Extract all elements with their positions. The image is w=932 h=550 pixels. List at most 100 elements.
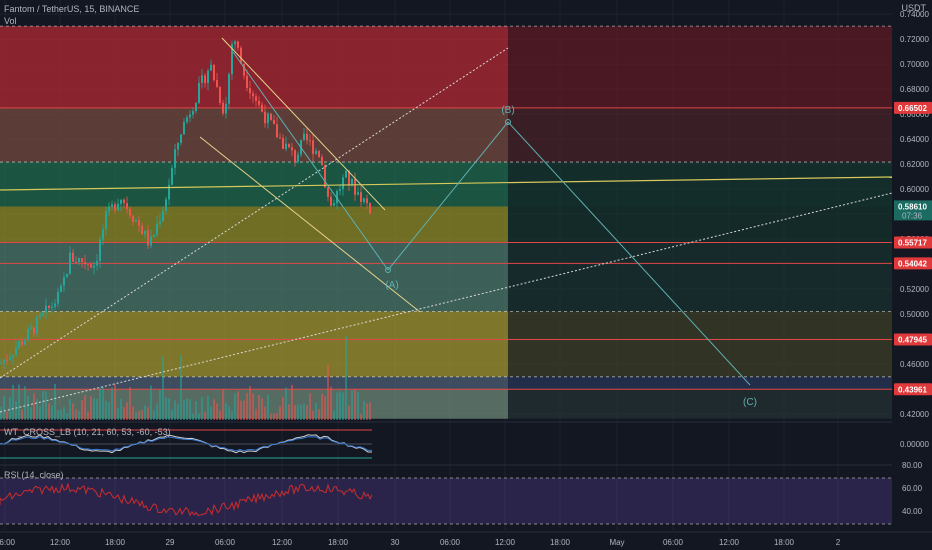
volume-bar [42, 391, 44, 420]
time-axis[interactable]: 06:00 12:00 18:00 29 06:00 12:00 18:00 30 06:00 1… [0, 531, 932, 550]
price-tick-7: 0.60000 [900, 185, 929, 194]
wt-line-1 [0, 434, 373, 454]
volume-bar [105, 400, 107, 420]
candle-body [285, 143, 287, 149]
rsi-axis-tick-2: 40.00 [902, 507, 923, 516]
candle-body [189, 114, 191, 118]
price-tick-2: 0.70000 [900, 60, 929, 69]
candle-body [21, 341, 23, 345]
candle-body [156, 223, 158, 235]
candle-body [201, 75, 203, 83]
volume-bar [279, 406, 281, 420]
level-tag-bg-3 [894, 333, 932, 346]
drawings[interactable] [0, 37, 893, 413]
candle-body [75, 261, 77, 263]
volume-bars [0, 335, 371, 420]
candle-body [318, 150, 320, 157]
candle-body [249, 88, 251, 94]
candle-body [102, 229, 104, 240]
volume-bar [204, 412, 206, 420]
candle-body [144, 230, 146, 235]
zone-right-8 [508, 376, 892, 390]
volume-bar [150, 385, 152, 420]
fib-zones [0, 25, 892, 419]
volume-bar [6, 411, 8, 420]
price-tick-16: 0.42000 [900, 410, 929, 419]
price-axis[interactable]: 0.74000 0.72000 0.70000 0.68000 0.66000 0.640… [892, 0, 932, 530]
volume-bar [315, 403, 317, 420]
candle-body [177, 142, 179, 150]
rsi-panel [0, 464, 892, 525]
volume-bar [318, 408, 320, 420]
candle-body [87, 263, 89, 265]
volume-bar [366, 403, 368, 420]
candles [0, 39, 371, 370]
candle-body [129, 209, 131, 216]
volume-bar [294, 405, 296, 420]
level-tag-0: 0.66502 [898, 104, 927, 113]
candle-body [261, 104, 263, 112]
candle-body [105, 211, 107, 230]
candle-body [6, 359, 8, 361]
volume-bar [66, 413, 68, 420]
volume-bar [255, 408, 257, 420]
volume-bar [357, 392, 359, 420]
candle-body [297, 154, 299, 162]
candle-body [69, 252, 71, 274]
volume-bar [321, 393, 323, 420]
last-price-countdown: 07:36 [902, 211, 923, 220]
candle-body [162, 210, 164, 222]
time-tick-2: 18:00 [105, 538, 126, 547]
zone-left-5 [0, 263, 508, 312]
time-tick-11: May [609, 538, 624, 547]
candle-body [165, 199, 167, 211]
volume-bar [108, 402, 110, 420]
wave-c-leg [507, 121, 751, 386]
candle-body [180, 134, 182, 143]
volume-bar [84, 394, 86, 420]
candle-body [63, 277, 65, 286]
zone-left-8 [0, 376, 508, 390]
candle-body [168, 184, 170, 200]
time-tick-0: 06:00 [0, 538, 16, 547]
candle-body [255, 96, 257, 101]
candle-body [336, 190, 338, 204]
volume-bar [285, 387, 287, 420]
volume-bar [57, 410, 59, 420]
candle-body [120, 199, 122, 204]
wave-a-leg [232, 51, 389, 271]
volume-bar [159, 390, 161, 420]
volume-bar [345, 335, 347, 420]
trend-dotted-2 [0, 192, 893, 413]
time-tick-1: 12:00 [50, 538, 71, 547]
rsi-axis-tick-1: 60.00 [902, 484, 923, 493]
volume-bar [78, 410, 80, 420]
volume-bar [192, 413, 194, 420]
volume-bar [27, 395, 29, 420]
volume-bar [132, 406, 134, 420]
candle-body [303, 133, 305, 140]
candle-body [51, 306, 53, 309]
candle-body [72, 252, 74, 262]
volume-bar [24, 386, 26, 420]
candle-body [276, 124, 278, 138]
candle-body [219, 87, 221, 103]
price-tick-12: 0.50000 [900, 310, 929, 319]
price-tick-3: 0.68000 [900, 85, 929, 94]
candle-body [369, 203, 371, 214]
volume-bar [300, 404, 302, 420]
time-tick-9: 12:00 [495, 538, 516, 547]
candle-body [237, 41, 239, 48]
volume-bar [336, 392, 338, 420]
volume-bar [369, 402, 371, 420]
zone-left-7 [0, 339, 508, 377]
volume-bar [207, 396, 209, 420]
last-price-value: 0.58610 [898, 202, 927, 211]
volume-bar [258, 395, 260, 420]
volume-bar [99, 387, 101, 420]
candle-body [207, 70, 209, 84]
wave-b-point [505, 119, 511, 125]
volume-bar [90, 395, 92, 420]
candle-body [204, 75, 206, 84]
